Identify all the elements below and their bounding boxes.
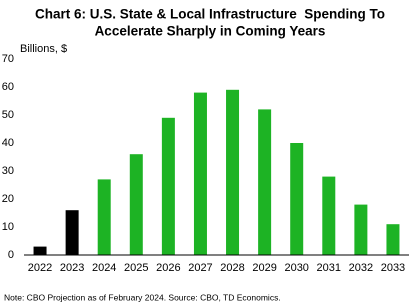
bar xyxy=(193,92,207,255)
chart-title: Accelerate Sharply in Coming Years xyxy=(95,24,326,39)
bar xyxy=(354,204,368,255)
x-tick-label: 2031 xyxy=(317,262,341,274)
x-tick-label: 2030 xyxy=(284,262,308,274)
y-tick-label: 0 xyxy=(8,249,14,261)
bar xyxy=(258,109,272,256)
bar xyxy=(386,224,400,255)
bar xyxy=(129,154,143,255)
x-tick-label: 2026 xyxy=(156,262,180,274)
y-tick-label: 70 xyxy=(2,53,14,65)
y-tick-label: 10 xyxy=(2,221,14,233)
bar xyxy=(290,143,304,255)
y-tick-label: 20 xyxy=(2,193,14,205)
y-axis-label: Billions, $ xyxy=(20,43,67,55)
y-tick-label: 50 xyxy=(2,109,14,121)
x-tick-label: 2033 xyxy=(381,262,405,274)
x-tick-label: 2024 xyxy=(92,262,116,274)
y-tick-label: 40 xyxy=(2,137,14,149)
x-tick-label: 2022 xyxy=(28,262,52,274)
x-tick-label: 2029 xyxy=(252,262,276,274)
bar xyxy=(65,210,79,255)
x-tick-label: 2023 xyxy=(60,262,84,274)
bar xyxy=(226,89,240,255)
bar xyxy=(161,117,175,255)
bar xyxy=(322,176,336,255)
note: Note: CBO Projection as of February 2024… xyxy=(4,292,281,302)
bar xyxy=(97,179,111,255)
x-tick-label: 2027 xyxy=(188,262,212,274)
bar xyxy=(33,246,47,255)
x-tick-label: 2032 xyxy=(349,262,373,274)
x-tick-label: 2028 xyxy=(220,262,244,274)
x-tick-label: 2025 xyxy=(124,262,148,274)
y-tick-label: 60 xyxy=(2,81,14,93)
y-tick-label: 30 xyxy=(2,165,14,177)
chart-title: Chart 6: U.S. State & Local Infrastructu… xyxy=(35,7,385,22)
